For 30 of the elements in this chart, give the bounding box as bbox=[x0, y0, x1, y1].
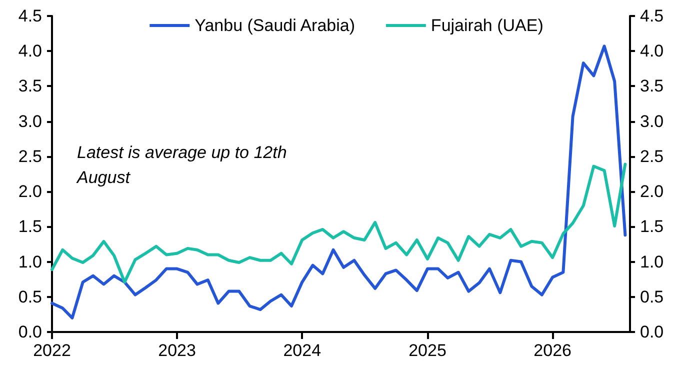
legend-label: Fujairah (UAE) bbox=[430, 16, 544, 35]
y-tick-label: 2.0 bbox=[18, 182, 42, 202]
y2-tick-label: 2.0 bbox=[640, 182, 664, 202]
x-tick-label: 2022 bbox=[33, 341, 71, 360]
legend-label: Yanbu (Saudi Arabia) bbox=[194, 16, 356, 35]
x-tick-label: 2024 bbox=[283, 341, 322, 360]
x-tick-label: 2026 bbox=[534, 341, 572, 360]
y2-tick-label: 1.5 bbox=[640, 217, 664, 236]
y-tick-label: 2.5 bbox=[18, 146, 42, 166]
y2-tick-label: 4.0 bbox=[640, 42, 664, 61]
y2-tick-label: 3.0 bbox=[640, 112, 664, 131]
line-series bbox=[50, 162, 627, 284]
x-tick-label: 2025 bbox=[408, 341, 446, 360]
x-tick-label: 2023 bbox=[158, 341, 196, 360]
y2-tick-label: 4.5 bbox=[640, 6, 664, 26]
y-tick-label: 4.0 bbox=[18, 42, 42, 61]
y2-tick-label: 0.5 bbox=[640, 287, 664, 306]
y-tick-label: 1.5 bbox=[18, 217, 42, 236]
y2-tick-label: 1.0 bbox=[640, 252, 664, 272]
y2-tick-label: 0.0 bbox=[640, 322, 664, 342]
y-tick-label: 3.5 bbox=[18, 76, 42, 96]
line-series bbox=[50, 44, 627, 320]
y-tick-label: 0.5 bbox=[18, 287, 42, 306]
y-tick-label: 1.0 bbox=[18, 252, 42, 272]
annotation: Latest is average up to 12th August bbox=[76, 143, 292, 187]
y-tick-label: 0.0 bbox=[18, 322, 42, 342]
y2-tick-label: 3.5 bbox=[640, 76, 664, 96]
y2-tick-label: 2.5 bbox=[640, 146, 664, 166]
y-tick-label: 3.0 bbox=[18, 112, 42, 131]
y-tick-label: 4.5 bbox=[18, 6, 42, 26]
